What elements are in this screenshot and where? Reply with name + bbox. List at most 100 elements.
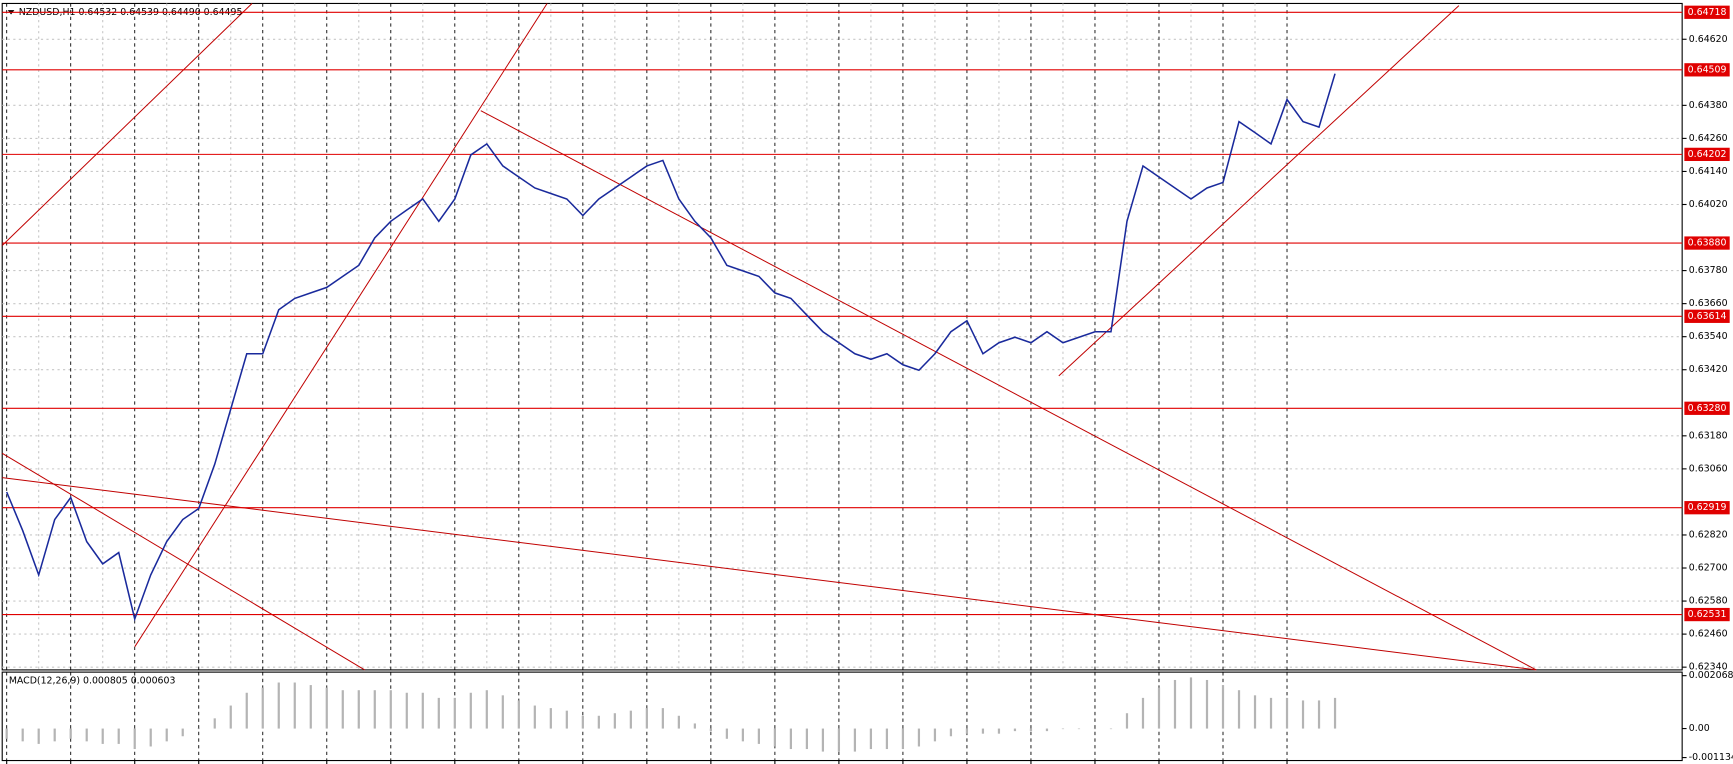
macd-bar — [1045, 728, 1049, 732]
macd-bar — [853, 728, 857, 752]
macd-bar — [1317, 700, 1321, 729]
macd-bar — [645, 708, 648, 729]
macd-bar — [773, 728, 776, 747]
macd-bar — [5, 728, 8, 739]
price-level-tag — [1684, 401, 1730, 415]
macd-bar — [1077, 728, 1081, 730]
macd-bar — [789, 728, 792, 750]
y-tick-label: 0.62820 — [1689, 529, 1728, 540]
macd-bar — [693, 723, 696, 729]
macd-bar — [357, 690, 360, 729]
macd-bar — [549, 708, 552, 729]
macd-bar — [1253, 695, 1257, 729]
macd-bar — [261, 687, 264, 729]
macd-panel — [1, 671, 1683, 762]
macd-bar — [725, 728, 728, 739]
macd-bar — [21, 728, 24, 742]
macd-bar — [1205, 679, 1209, 729]
macd-bar — [933, 728, 937, 742]
macd-y-tick-label: 0.00 — [1689, 723, 1710, 734]
macd-y-tick-label: -0.001134 — [1689, 752, 1733, 763]
trendline — [480, 110, 1537, 671]
macd-bar — [405, 692, 408, 729]
y-tick-label: 0.64020 — [1689, 199, 1728, 210]
y-tick-label: 0.62460 — [1689, 629, 1728, 640]
macd-bar — [1157, 687, 1161, 729]
y-tick-label: 0.63660 — [1689, 298, 1728, 309]
macd-bar — [917, 728, 921, 747]
y-tick-label: 0.62340 — [1689, 662, 1728, 673]
y-tick-label: 0.62580 — [1689, 596, 1728, 607]
price-level-label: 0.64202 — [1688, 149, 1727, 160]
y-tick-label: 0.63180 — [1689, 430, 1728, 441]
y-tick-label: 0.63780 — [1689, 265, 1728, 276]
macd-bar — [485, 690, 488, 729]
trendline — [1, 3, 253, 246]
price-level-label: 0.62531 — [1688, 609, 1727, 620]
macd-bar — [117, 728, 120, 744]
macd-bar — [1125, 713, 1129, 729]
macd-bar — [709, 728, 712, 732]
price-level-tag — [1684, 501, 1730, 515]
macd-bar — [421, 692, 424, 729]
price-level-tag — [1684, 607, 1730, 622]
y-tick-label: 0.64260 — [1689, 133, 1728, 144]
y-tick-label: 0.64620 — [1689, 34, 1728, 45]
macd-bar — [1173, 679, 1177, 729]
macd-bar — [453, 697, 456, 729]
macd-bar — [837, 728, 841, 752]
macd-bar — [501, 695, 504, 729]
macd-bar — [181, 728, 184, 737]
price-level-tag — [1684, 236, 1730, 250]
macd-bar — [1269, 697, 1273, 729]
macd-bar — [133, 728, 136, 750]
macd-bar — [1237, 690, 1241, 729]
macd-bar — [277, 682, 280, 729]
macd-bar — [165, 728, 168, 742]
macd-bar — [1061, 728, 1065, 730]
macd-bar — [565, 710, 568, 729]
macd-bar — [85, 728, 88, 742]
macd-bar — [629, 710, 632, 729]
price-level-label: 0.63614 — [1688, 311, 1727, 322]
y-tick-label: 0.64380 — [1689, 100, 1728, 111]
macd-bar — [389, 690, 392, 729]
macd-bar — [469, 692, 472, 729]
price-level-label: 0.64509 — [1688, 64, 1727, 75]
price-level-tag — [1684, 5, 1730, 19]
macd-bar — [1189, 677, 1193, 729]
macd-bar — [885, 728, 889, 750]
macd-bar — [229, 705, 232, 729]
macd-bar — [373, 690, 376, 729]
macd-bar — [197, 728, 200, 730]
macd-bar — [517, 700, 520, 729]
macd-bar — [1141, 697, 1145, 729]
macd-bar — [309, 685, 312, 729]
macd-bar — [677, 715, 680, 729]
macd-bar — [965, 728, 969, 734]
macd-bar — [245, 692, 248, 729]
price-level-label: 0.62919 — [1688, 502, 1727, 513]
macd-bar — [1109, 728, 1113, 730]
trendline — [134, 3, 548, 647]
price-level-label: 0.64718 — [1688, 7, 1727, 18]
macd-bar — [981, 728, 985, 734]
y-tick-label: 0.63540 — [1689, 331, 1728, 342]
macd-bar — [37, 728, 40, 744]
y-tick-label: 0.64140 — [1689, 166, 1728, 177]
macd-bar — [213, 718, 216, 729]
macd-bar — [1285, 697, 1289, 729]
macd-title: MACD(12,26,9) 0.000805 0.000603 — [9, 675, 176, 686]
price-level-tag — [1684, 63, 1730, 77]
grid — [2, 3, 1683, 761]
price-level-label: 0.63880 — [1688, 238, 1727, 249]
macd-bar — [1301, 700, 1305, 729]
macd-bar — [1029, 728, 1033, 732]
price-level-label: 0.63280 — [1688, 403, 1727, 414]
macd-bar — [869, 728, 873, 750]
price-line — [5, 73, 1336, 622]
macd-bar — [533, 705, 536, 729]
trendline — [1, 452, 365, 671]
